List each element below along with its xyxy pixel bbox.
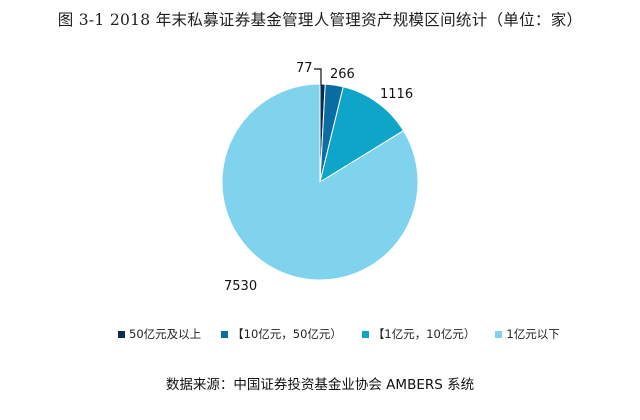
chart-title: 图 3-1 2018 年末私募证券基金管理人管理资产规模区间统计（单位：家） xyxy=(57,11,583,29)
legend-swatch xyxy=(221,330,229,338)
legend-label: 50亿元及以上 xyxy=(129,327,202,341)
label-7530: 7530 xyxy=(224,279,257,294)
legend-swatch xyxy=(118,330,125,338)
label-77: 77 xyxy=(296,61,313,76)
label-266: 266 xyxy=(330,67,355,82)
legend-swatch xyxy=(495,330,503,338)
slice-below-1yi xyxy=(221,83,419,281)
legend-item-10-to-50yi: 【10亿元，50亿元） xyxy=(221,326,342,342)
legend-item-1-to-10yi: 【1亿元，10亿元） xyxy=(361,326,476,342)
legend-swatch xyxy=(361,330,369,338)
legend-label: 【10亿元，50亿元） xyxy=(232,327,342,341)
leader-line-77 xyxy=(314,68,322,86)
chart-legend: 50亿元及以上 【10亿元，50亿元） 【1亿元，10亿元） 1亿元以下 xyxy=(118,326,580,342)
slice-1-to-10yi xyxy=(319,86,405,184)
legend-item-below-1yi: 1亿元以下 xyxy=(495,326,560,342)
legend-label: 1亿元以下 xyxy=(506,327,560,341)
legend-item-50yi-and-above: 50亿元及以上 xyxy=(118,326,201,342)
legend-label: 【1亿元，10亿元） xyxy=(372,327,476,341)
label-1116: 1116 xyxy=(380,87,413,102)
data-source-note: 数据来源：中国证券投资基金业协会 AMBERS 系统 xyxy=(165,377,475,393)
